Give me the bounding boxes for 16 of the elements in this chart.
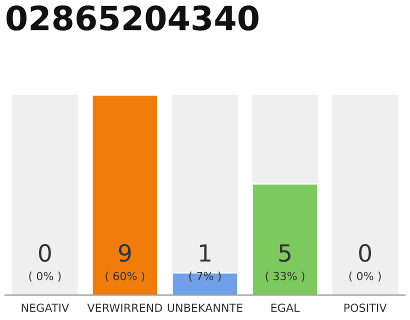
data-label: 5 <box>279 244 290 262</box>
x-tick-label: POSITIV <box>344 304 387 312</box>
annotation: ( 60% ) <box>106 272 144 282</box>
x-tick-label: VERWIRREND <box>87 304 162 312</box>
x-tick-label: EGAL <box>271 304 300 312</box>
annotation: ( 0% ) <box>29 272 61 282</box>
annotation: ( 7% ) <box>189 272 221 282</box>
data-label: 0 <box>38 244 51 262</box>
annotation: ( 33% ) <box>266 272 304 282</box>
annotation: ( 0% ) <box>349 272 381 282</box>
data-label: 0 <box>359 244 372 262</box>
x-tick-label: UNBEKANNTE <box>168 304 242 312</box>
data-label: 9 <box>118 244 131 262</box>
x-tick-label: NEGATIV <box>22 304 70 312</box>
data-label: 1 <box>200 244 210 262</box>
chart-title: 02865204340 <box>6 5 258 31</box>
